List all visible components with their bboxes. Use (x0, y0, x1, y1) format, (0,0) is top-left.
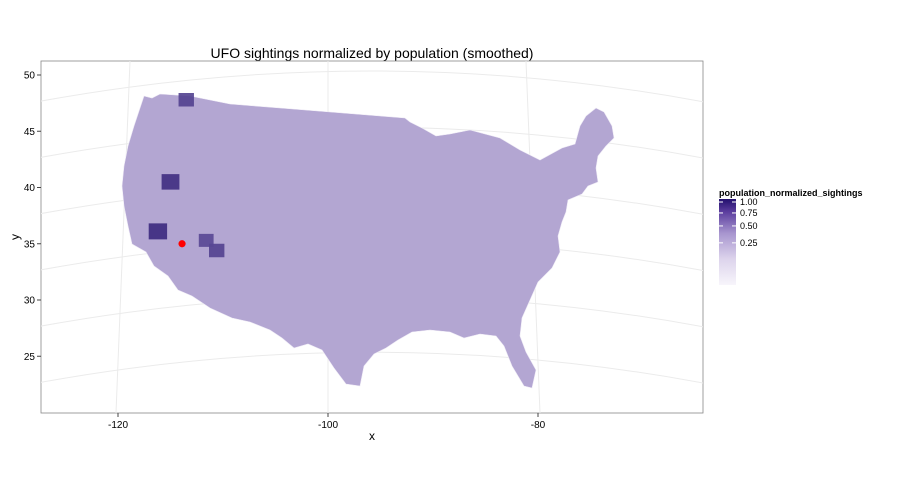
y-tick-label: 40 (24, 183, 36, 194)
high-value-counties (148, 93, 225, 258)
y-axis-label: y (8, 234, 22, 240)
hotspot-county (198, 233, 214, 247)
y-tick-label: 35 (24, 239, 36, 250)
y-tick-label: 50 (24, 71, 36, 82)
y-tick-label: 45 (24, 127, 36, 138)
x-tick-label: -80 (531, 420, 546, 431)
chart-title: UFO sightings normalized by population (… (211, 45, 534, 61)
x-tick-label: -120 (108, 420, 128, 431)
legend-tick-label: 0.25 (740, 238, 758, 248)
highlight-point (178, 240, 186, 248)
y-tick-label: 30 (24, 296, 36, 307)
legend-tick-label: 1.00 (740, 197, 758, 207)
x-axis-label: x (369, 429, 375, 443)
graticule-parallel (41, 70, 703, 103)
legend-ticks: 1.000.75 0.50 0.25 (719, 197, 758, 248)
legend-tick-label: 0.75 (740, 208, 758, 218)
hotspot-county (161, 174, 180, 190)
y-tick-label: 25 (24, 352, 36, 363)
legend-tick-label: 0.50 (740, 221, 758, 231)
hotspot-county (178, 93, 194, 107)
hotspot-county (148, 223, 168, 240)
graticule-meridian (115, 61, 131, 413)
hotspot-county (209, 243, 225, 258)
x-axis-ticks: -120 -100 -80 (108, 413, 546, 431)
y-axis-ticks: 25 30 35 40 45 50 (24, 71, 41, 363)
legend-colorbar (719, 199, 736, 285)
x-tick-label: -100 (318, 420, 338, 431)
legend: population_normalized_sightings 1.000.75… (719, 188, 863, 285)
legend-title: population_normalized_sightings (719, 188, 863, 198)
us-county-choropleth (121, 93, 615, 389)
